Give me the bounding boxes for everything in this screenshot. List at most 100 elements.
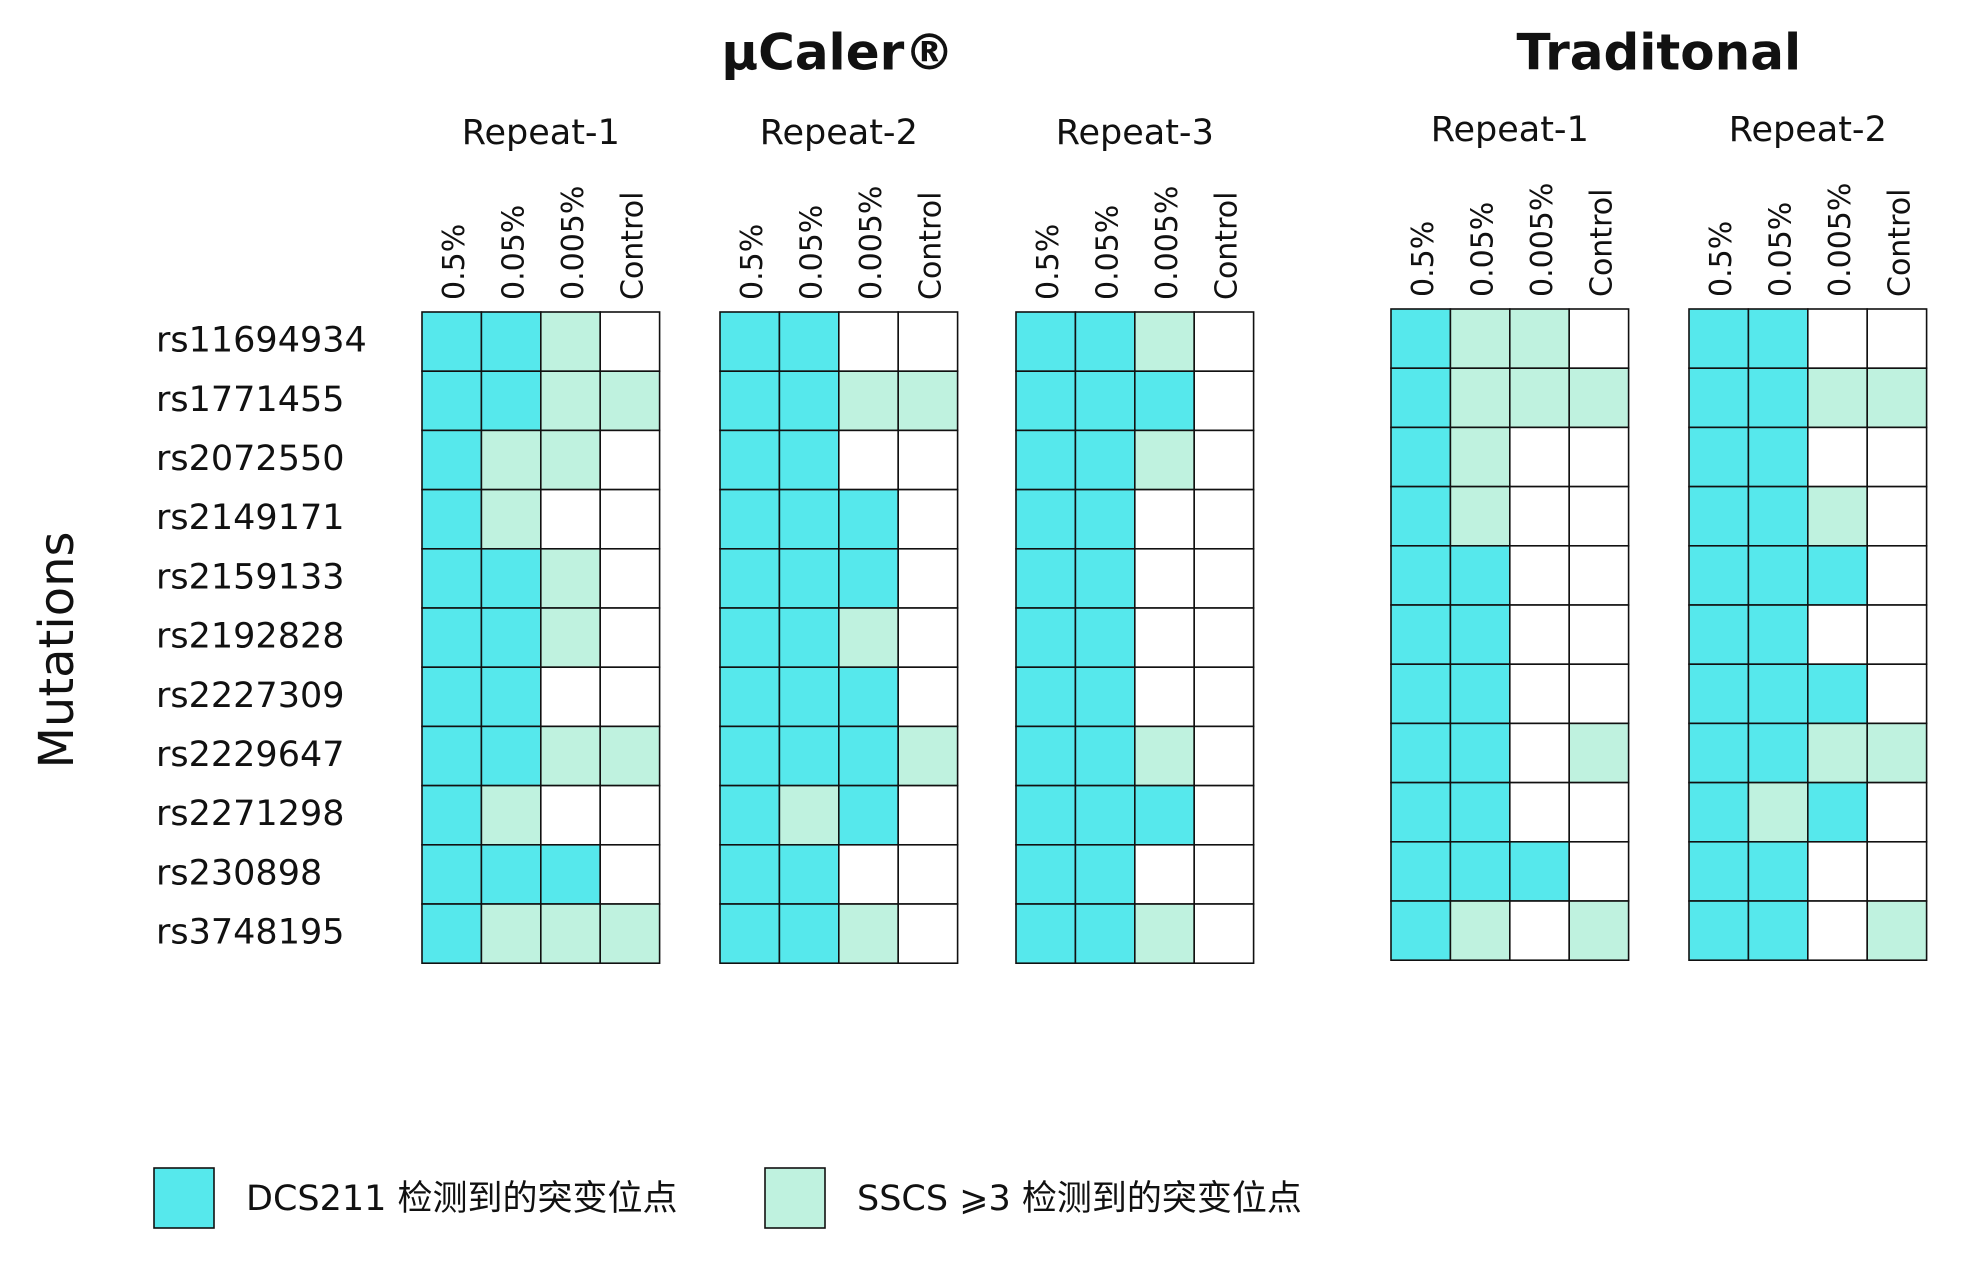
- cell: [1015, 725, 1077, 787]
- cell: [1807, 426, 1869, 488]
- cell: [1449, 604, 1511, 666]
- cell: [1866, 900, 1928, 962]
- cell: [1449, 722, 1511, 784]
- cell: [1390, 722, 1452, 784]
- cell: [1568, 781, 1630, 843]
- cell: [480, 429, 542, 491]
- cell: [1509, 663, 1571, 725]
- cell: [1134, 843, 1196, 905]
- cell: [778, 725, 840, 787]
- cell: [1193, 903, 1255, 965]
- cell: [719, 607, 781, 669]
- cell: [1390, 900, 1452, 962]
- cell: [1449, 663, 1511, 725]
- cell: [1747, 426, 1809, 488]
- column-label: Control: [1584, 189, 1619, 297]
- cell: [1390, 485, 1452, 547]
- group-title: µCaler®: [721, 24, 954, 82]
- cell: [539, 311, 601, 373]
- cell: [599, 547, 661, 609]
- cell: [1807, 663, 1869, 725]
- cell: [837, 666, 899, 728]
- cell: [1390, 604, 1452, 666]
- cell: [719, 784, 781, 846]
- cell: [897, 725, 959, 787]
- cell: [1568, 308, 1630, 370]
- cell: [599, 784, 661, 846]
- cell: [1807, 604, 1869, 666]
- legend-label: SSCS ⩾3 检测到的突变位点: [857, 1179, 1302, 1219]
- cell: [1015, 488, 1077, 550]
- cell: [539, 843, 601, 905]
- cell: [1015, 370, 1077, 432]
- cell: [719, 488, 781, 550]
- cell: [1134, 784, 1196, 846]
- cell: [1747, 604, 1809, 666]
- column-label: 0.5%: [735, 224, 770, 300]
- cell: [837, 547, 899, 609]
- column-label: 0.05%: [1466, 202, 1501, 297]
- cell: [837, 903, 899, 965]
- cell: [1688, 663, 1750, 725]
- cell: [1134, 666, 1196, 728]
- column-label: 0.05%: [497, 205, 532, 300]
- cell: [837, 784, 899, 846]
- cell: [1866, 308, 1928, 370]
- cell: [1807, 485, 1869, 547]
- cell: [778, 429, 840, 491]
- cell: [1568, 840, 1630, 902]
- cell: [421, 903, 483, 965]
- column-label: 0.005%: [854, 186, 889, 300]
- cell: [837, 311, 899, 373]
- panel-title: Repeat-2: [1729, 110, 1887, 150]
- cell: [1747, 367, 1809, 429]
- cell: [1688, 722, 1750, 784]
- cell: [1509, 722, 1571, 784]
- cell: [1074, 725, 1136, 787]
- cell: [1015, 607, 1077, 669]
- cell: [1449, 900, 1511, 962]
- cell: [1449, 426, 1511, 488]
- cell: [1509, 308, 1571, 370]
- cell: [599, 903, 661, 965]
- cell: [1074, 429, 1136, 491]
- cell: [1807, 781, 1869, 843]
- cell: [1807, 722, 1869, 784]
- cell: [897, 370, 959, 432]
- row-label: rs3748195: [156, 913, 345, 953]
- cell: [1074, 784, 1136, 846]
- cell: [1134, 488, 1196, 550]
- cell: [1015, 784, 1077, 846]
- cell: [1509, 604, 1571, 666]
- row-label: rs1771455: [156, 380, 345, 420]
- cell: [1509, 426, 1571, 488]
- cell: [1193, 488, 1255, 550]
- cell: [421, 784, 483, 846]
- cell: [1193, 725, 1255, 787]
- cell: [1193, 429, 1255, 491]
- cell: [539, 370, 601, 432]
- cell: [1134, 607, 1196, 669]
- row-label: rs2229647: [156, 735, 345, 775]
- cell: [599, 666, 661, 728]
- cell: [1390, 544, 1452, 606]
- cell: [421, 547, 483, 609]
- cell: [539, 666, 601, 728]
- cell: [1074, 547, 1136, 609]
- cell: [1807, 544, 1869, 606]
- cell: [719, 725, 781, 787]
- cell: [1509, 485, 1571, 547]
- cell: [599, 843, 661, 905]
- cell: [1866, 840, 1928, 902]
- cell: [897, 666, 959, 728]
- cell: [1568, 722, 1630, 784]
- cell: [1074, 843, 1136, 905]
- cell: [837, 370, 899, 432]
- cell: [421, 370, 483, 432]
- cell: [421, 311, 483, 373]
- cell: [719, 666, 781, 728]
- column-label: 0.5%: [437, 224, 472, 300]
- cell: [1074, 311, 1136, 373]
- cell: [1688, 367, 1750, 429]
- cell: [480, 311, 542, 373]
